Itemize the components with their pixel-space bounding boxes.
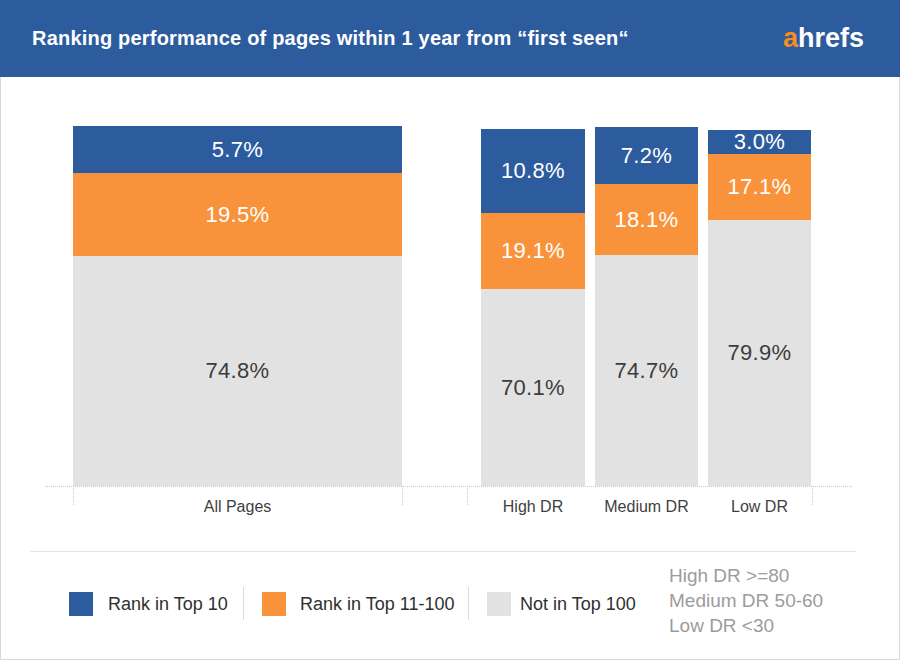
legend-label-rank-in-top-11-100: Rank in Top 11-100: [300, 592, 454, 616]
legend-separator: [468, 587, 469, 620]
legend-swatch-rank-in-top-10: [69, 592, 93, 616]
dr-definition-line: Medium DR 50-60: [669, 588, 823, 613]
segment-not-in-top-100: 74.8%: [73, 256, 402, 486]
plot-area: 5.7% 19.5% 74.8% All Pages 10.8% 19.1% 70.1% Hi…: [0, 0, 900, 660]
legend-label-not-in-top-100: Not in Top 100: [520, 592, 636, 616]
value-label: 74.7%: [615, 358, 679, 384]
dr-definition-line: Low DR <30: [669, 613, 823, 638]
legend-separator: [243, 587, 244, 620]
value-label: 19.5%: [206, 202, 270, 228]
bar-medium-dr: 7.2% 18.1% 74.7%: [595, 127, 698, 486]
legend-label-rank-in-top-10: Rank in Top 10: [108, 592, 228, 616]
value-label: 79.9%: [728, 340, 792, 366]
bar-low-dr: 3.0% 17.1% 79.9%: [708, 130, 811, 486]
segment-not-in-top-100: 70.1%: [481, 289, 585, 486]
value-label: 3.0%: [734, 129, 785, 155]
value-label: 10.8%: [501, 158, 565, 184]
legend-swatch-not-in-top-100: [487, 592, 511, 616]
segment-rank-in-top-10: 7.2%: [595, 127, 698, 184]
axis-tick: [73, 486, 74, 505]
value-label: 7.2%: [621, 143, 672, 169]
segment-rank-in-top-11-100: 18.1%: [595, 184, 698, 255]
value-label: 19.1%: [501, 238, 565, 264]
value-label: 5.7%: [212, 137, 263, 163]
dr-definition-line: High DR >=80: [669, 563, 823, 588]
segment-rank-in-top-10: 3.0%: [708, 130, 811, 154]
legend-swatch-rank-in-top-11-100: [262, 592, 286, 616]
category-label-all-pages: All Pages: [163, 498, 313, 516]
footer-divider: [30, 551, 856, 552]
value-label: 70.1%: [501, 375, 565, 401]
bar-high-dr: 10.8% 19.1% 70.1%: [481, 129, 585, 486]
segment-rank-in-top-10: 10.8%: [481, 129, 585, 213]
segment-not-in-top-100: 79.9%: [708, 220, 811, 486]
chart-canvas: Ranking performance of pages within 1 ye…: [0, 0, 900, 660]
axis-tick: [402, 486, 403, 505]
value-label: 18.1%: [615, 207, 679, 233]
segment-rank-in-top-10: 5.7%: [73, 126, 402, 173]
segment-rank-in-top-11-100: 19.1%: [481, 213, 585, 289]
value-label: 17.1%: [728, 174, 792, 200]
segment-rank-in-top-11-100: 19.5%: [73, 173, 402, 256]
bar-all-pages: 5.7% 19.5% 74.8%: [73, 126, 402, 486]
x-axis-line: [45, 486, 852, 487]
value-label: 74.8%: [206, 358, 270, 384]
segment-rank-in-top-11-100: 17.1%: [708, 154, 811, 220]
dr-definitions: High DR >=80Medium DR 50-60Low DR <30: [669, 563, 823, 638]
segment-not-in-top-100: 74.7%: [595, 255, 698, 486]
category-label-low-dr: Low DR: [685, 498, 835, 516]
